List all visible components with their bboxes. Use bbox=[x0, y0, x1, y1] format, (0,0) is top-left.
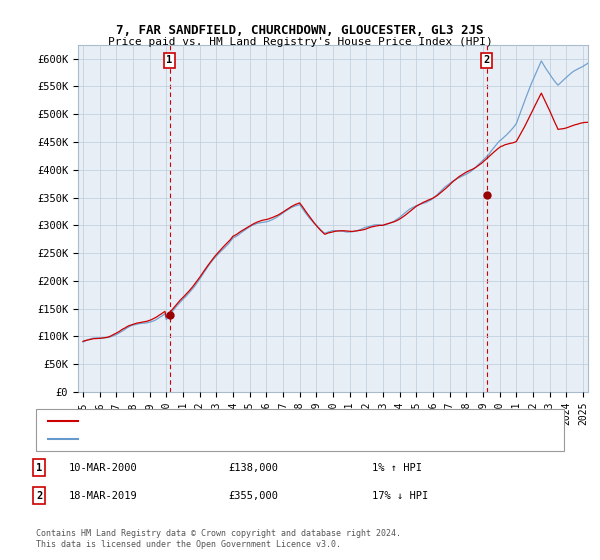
Text: 1% ↑ HPI: 1% ↑ HPI bbox=[372, 463, 422, 473]
Text: £355,000: £355,000 bbox=[228, 491, 278, 501]
Text: HPI: Average price, detached house, Tewkesbury: HPI: Average price, detached house, Tewk… bbox=[84, 434, 354, 444]
Text: 7, FAR SANDFIELD, CHURCHDOWN, GLOUCESTER, GL3 2JS: 7, FAR SANDFIELD, CHURCHDOWN, GLOUCESTER… bbox=[116, 24, 484, 38]
Text: 18-MAR-2019: 18-MAR-2019 bbox=[69, 491, 138, 501]
Text: 1: 1 bbox=[36, 463, 42, 473]
Text: £138,000: £138,000 bbox=[228, 463, 278, 473]
Text: 17% ↓ HPI: 17% ↓ HPI bbox=[372, 491, 428, 501]
Text: 7, FAR SANDFIELD, CHURCHDOWN, GLOUCESTER, GL3 2JS (detached house): 7, FAR SANDFIELD, CHURCHDOWN, GLOUCESTER… bbox=[84, 416, 472, 426]
Text: 1: 1 bbox=[166, 55, 173, 65]
Text: Price paid vs. HM Land Registry's House Price Index (HPI): Price paid vs. HM Land Registry's House … bbox=[107, 37, 493, 47]
Text: 2: 2 bbox=[36, 491, 42, 501]
Text: Contains HM Land Registry data © Crown copyright and database right 2024.
This d: Contains HM Land Registry data © Crown c… bbox=[36, 529, 401, 549]
Text: 2: 2 bbox=[484, 55, 490, 65]
Text: 10-MAR-2000: 10-MAR-2000 bbox=[69, 463, 138, 473]
